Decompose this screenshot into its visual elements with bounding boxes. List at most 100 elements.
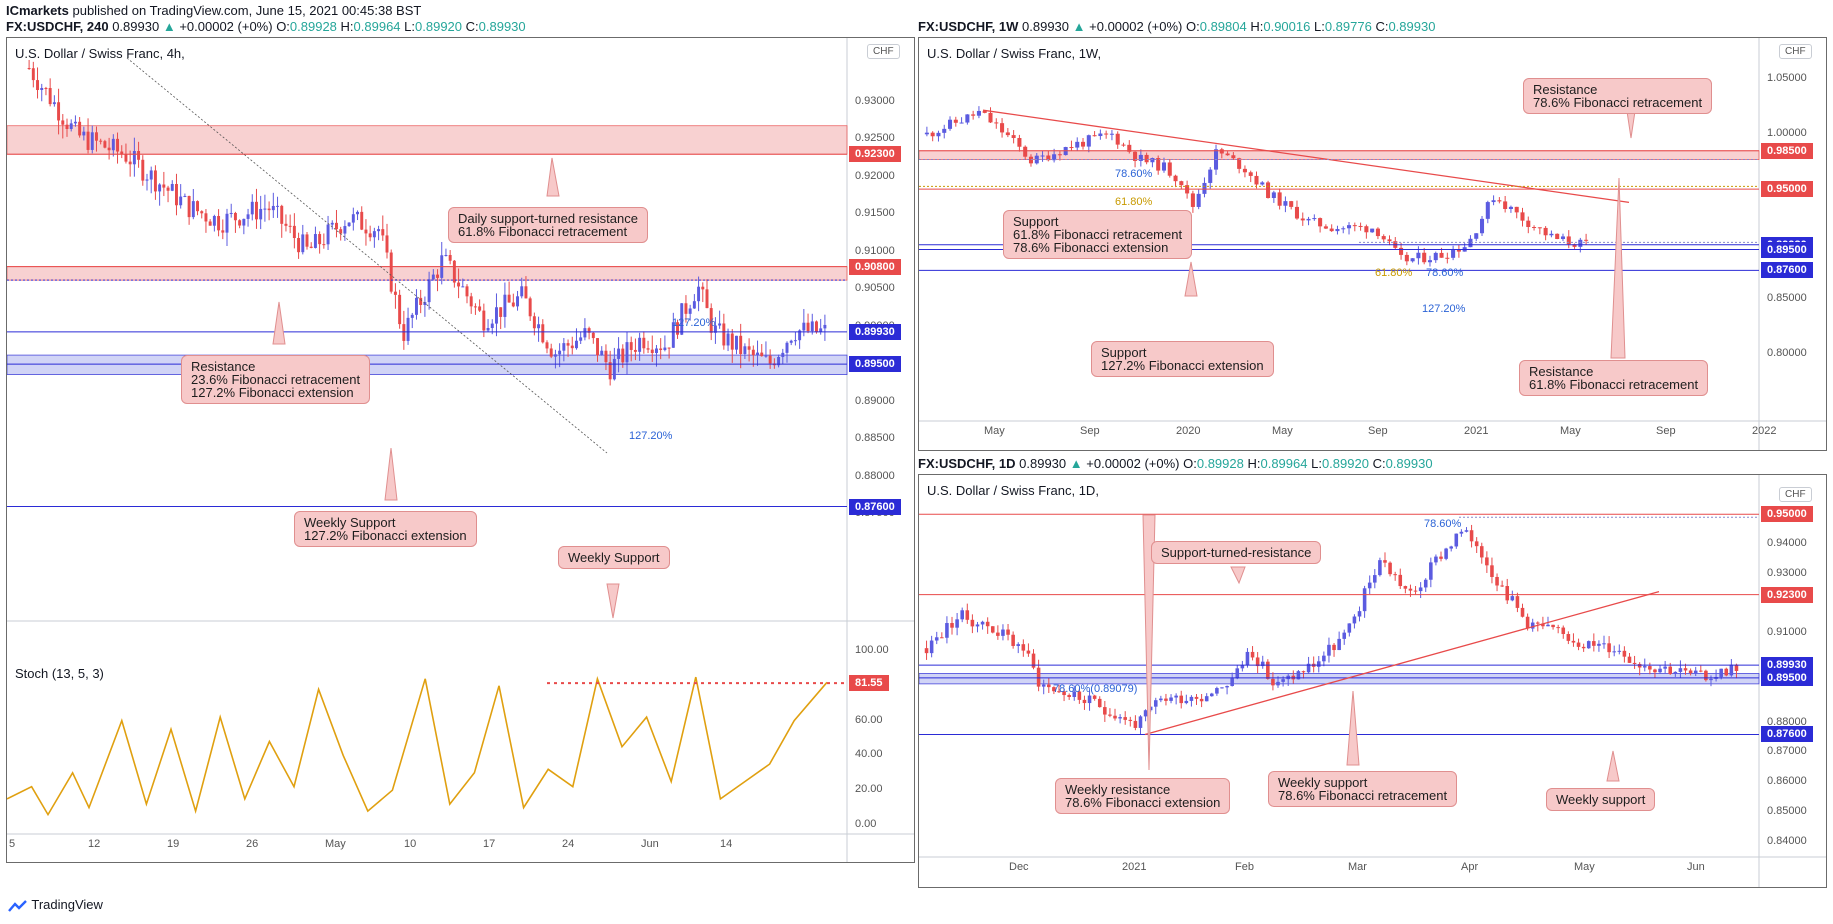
h4-chart-svg[interactable] <box>7 38 914 862</box>
h4-callout-weekly-support-fib[interactable]: Weekly Support 127.2% Fibonacci extensio… <box>294 511 477 547</box>
h4-callout-weekly-support[interactable]: Weekly Support <box>558 546 670 569</box>
h4-candle <box>31 68 35 81</box>
h4-callout-resistance[interactable]: Resistance 23.6% Fibonacci retracement 1… <box>181 355 371 404</box>
d1-chart-svg[interactable] <box>919 475 1826 887</box>
w1-x-tick[interactable]: Sep <box>1080 425 1100 437</box>
h4-chart-panel[interactable]: U.S. Dollar / Swiss Franc, 4h, CHF Stoch… <box>6 37 915 863</box>
h4-y-tick[interactable]: 0.88000 <box>855 469 895 482</box>
stoch-label[interactable]: Stoch (13, 5, 3) <box>15 666 104 681</box>
w1-candle <box>994 122 999 124</box>
h4-y-tick[interactable]: 0.91500 <box>855 207 895 220</box>
h4-y-tick[interactable]: 0.93000 <box>855 94 895 107</box>
tradingview-brand[interactable]: TradingView <box>8 897 103 912</box>
w1-y-tick[interactable]: 1.00000 <box>1767 127 1807 140</box>
w1-chart-panel[interactable]: U.S. Dollar / Swiss Franc, 1W, CHF 78.60… <box>918 37 1827 451</box>
d1-candle <box>1189 696 1194 701</box>
d1-y-tick[interactable]: 0.87000 <box>1767 745 1807 758</box>
h4-price-tag: 0.92300 <box>849 146 901 163</box>
h4-x-tick[interactable]: Jun <box>641 838 659 850</box>
d1-chart-panel[interactable]: U.S. Dollar / Swiss Franc, 1D, CHF 78.60… <box>918 474 1827 888</box>
w1-x-tick[interactable]: 2022 <box>1752 425 1777 437</box>
w1-x-tick[interactable]: Sep <box>1368 425 1388 437</box>
d1-callout-support-turned-resistance[interactable]: Support-turned-resistance <box>1151 541 1322 564</box>
h4-x-tick[interactable]: 26 <box>246 838 259 850</box>
d1-candle <box>1423 579 1428 588</box>
d1-candle <box>1551 624 1555 628</box>
w1-x-tick[interactable]: May <box>1272 425 1293 437</box>
d1-candle <box>1245 651 1250 665</box>
d1-y-tick[interactable]: 0.91000 <box>1767 626 1807 639</box>
h4-candle <box>179 196 183 206</box>
d1-y-tick[interactable]: 0.88000 <box>1767 715 1807 728</box>
d1-y-tick[interactable]: 0.84000 <box>1767 834 1807 847</box>
d1-callout-weekly-support[interactable]: Weekly support <box>1546 788 1656 811</box>
d1-candle <box>1668 666 1673 674</box>
d1-y-tick[interactable]: 0.85000 <box>1767 804 1807 817</box>
w1-x-tick[interactable]: May <box>984 425 1005 437</box>
d1-y-tick[interactable]: 0.94000 <box>1767 536 1807 549</box>
h4-y-tick[interactable]: 0.92500 <box>855 132 895 145</box>
w1-x-tick[interactable]: Sep <box>1656 425 1676 437</box>
h4-x-tick[interactable]: 14 <box>720 838 733 850</box>
h4-callout-daily-resistance[interactable]: Daily support-turned resistance 61.8% Fi… <box>448 207 648 243</box>
d1-x-tick[interactable]: May <box>1574 861 1595 873</box>
d1-x-tick[interactable]: Apr <box>1461 861 1479 873</box>
d1-candle <box>1434 556 1438 563</box>
d1-candle <box>1041 684 1046 687</box>
d1-x-tick[interactable]: Mar <box>1348 861 1367 873</box>
w1-callout-resistance-618[interactable]: Resistance 61.8% Fibonacci retracement <box>1519 360 1709 396</box>
h4-x-tick[interactable]: 10 <box>404 838 417 850</box>
h4-x-tick[interactable]: 12 <box>88 838 101 850</box>
h4-y-tick[interactable]: 0.91000 <box>855 244 895 257</box>
w1-callout-support-1272[interactable]: Support 127.2% Fibonacci extension <box>1091 341 1274 377</box>
w1-x-tick[interactable]: May <box>1560 425 1581 437</box>
d1-currency-badge[interactable]: CHF <box>1779 487 1812 502</box>
w1-callout-resistance-786[interactable]: Resistance 78.6% Fibonacci retracement <box>1523 78 1713 114</box>
w1-x-tick[interactable]: 2020 <box>1176 425 1201 437</box>
w1-chart-svg[interactable] <box>919 38 1826 450</box>
w1-candle <box>1439 252 1444 258</box>
h4-close-label: C: <box>465 19 479 34</box>
w1-y-tick[interactable]: 1.05000 <box>1767 72 1807 85</box>
h4-currency-badge[interactable]: CHF <box>867 44 900 59</box>
h4-candle <box>229 212 233 214</box>
w1-y-tick[interactable]: 0.85000 <box>1767 291 1807 304</box>
h4-y-tick[interactable]: 0.88500 <box>855 432 895 445</box>
d1-y-tick[interactable]: 0.86000 <box>1767 775 1807 788</box>
d1-y-tick[interactable]: 0.93000 <box>1767 566 1807 579</box>
w1-x-tick[interactable]: 2021 <box>1464 425 1489 437</box>
w1-price-tag: 0.87600 <box>1761 262 1813 279</box>
h4-candle <box>680 303 684 335</box>
d1-x-tick[interactable]: Feb <box>1235 861 1254 873</box>
h4-candle <box>288 225 292 227</box>
h4-zone-2 <box>7 354 848 375</box>
h4-y-tick[interactable]: 0.89000 <box>855 394 895 407</box>
h4-x-tick[interactable]: 24 <box>562 838 575 850</box>
w1-currency-badge[interactable]: CHF <box>1779 44 1812 59</box>
h4-x-tick[interactable]: 5 <box>9 838 16 850</box>
d1-candle <box>1357 611 1362 617</box>
w1-y-tick[interactable]: 0.80000 <box>1767 346 1807 359</box>
w1-fib-label-3: 61.80% <box>1375 267 1413 279</box>
publisher-name[interactable]: ICmarkets <box>6 3 69 18</box>
w1-candle <box>1179 181 1184 186</box>
d1-x-tick[interactable]: Dec <box>1009 861 1029 873</box>
w1-candle <box>1479 218 1485 234</box>
d1-x-tick[interactable]: 2021 <box>1122 861 1147 873</box>
h4-x-tick[interactable]: May <box>325 838 346 850</box>
stoch-y-tick: 20.00 <box>855 783 883 796</box>
d1-chart-title: U.S. Dollar / Swiss Franc, 1D, <box>927 483 1099 498</box>
w1-candle <box>988 112 993 123</box>
d1-x-tick[interactable]: Jun <box>1687 861 1705 873</box>
w1-candle <box>1046 155 1051 161</box>
d1-callout-weekly-support-fib[interactable]: Weekly support 78.6% Fibonacci retraceme… <box>1268 771 1458 807</box>
d1-callout-weekly-resistance[interactable]: Weekly resistance 78.6% Fibonacci extens… <box>1055 778 1231 814</box>
w1-callout-support-618[interactable]: Support 61.8% Fibonacci retracement 78.6… <box>1003 210 1193 259</box>
d1-candle <box>1260 661 1265 667</box>
h4-candle <box>532 316 536 329</box>
d1-candle <box>934 637 939 641</box>
h4-y-tick[interactable]: 0.92000 <box>855 169 895 182</box>
h4-x-tick[interactable]: 19 <box>167 838 180 850</box>
h4-y-tick[interactable]: 0.90500 <box>855 282 895 295</box>
h4-x-tick[interactable]: 17 <box>483 838 496 850</box>
